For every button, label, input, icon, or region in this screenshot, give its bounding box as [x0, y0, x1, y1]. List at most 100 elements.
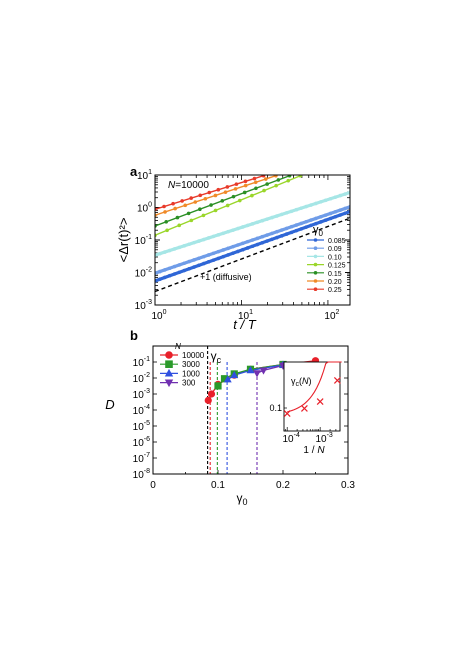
- panel-b-y-label: D: [105, 397, 114, 412]
- series-point-0.09: [255, 236, 260, 241]
- series-point-0.10: [318, 200, 323, 204]
- series-point-0.10: [304, 204, 308, 209]
- series-point-0.085: [211, 258, 216, 262]
- series-point-0.10: [182, 244, 187, 248]
- series-point-0.20: [173, 206, 177, 211]
- series-point-0.09: [299, 221, 304, 226]
- series-point-0.25: [216, 187, 221, 192]
- series-point-0.09: [245, 239, 250, 244]
- series-point-0.09: [338, 208, 343, 212]
- panel-a-annotation: N=10000: [168, 180, 209, 191]
- panel-b-legend-marker-1000: [164, 368, 174, 377]
- panel-b-legend-label-1000: 1000: [182, 369, 200, 378]
- series-point-0.10: [338, 193, 343, 198]
- legend-label-0.10: 0.10: [328, 254, 342, 261]
- series-point-0.10: [279, 212, 284, 217]
- panel-b-legend-label-3000: 3000: [182, 360, 200, 369]
- panel-a-x-label: t / T: [233, 317, 256, 332]
- panel-a-legend-title: γ0: [313, 224, 324, 238]
- panel-b-point-10000: [204, 396, 212, 404]
- series-point-0.15: [231, 194, 236, 199]
- series-point-0.10: [255, 220, 260, 225]
- series-point-0.085: [304, 225, 308, 229]
- series-point-0.10: [343, 192, 347, 196]
- series-point-0.125: [250, 193, 254, 198]
- series-point-0.085: [167, 273, 172, 278]
- series-point-0.09: [270, 231, 274, 236]
- series-point-0.085: [250, 244, 255, 249]
- series-point-0.09: [289, 224, 294, 229]
- series-point-0.085: [275, 235, 279, 240]
- series-point-0.09: [265, 233, 269, 237]
- series-point-0.085: [216, 256, 221, 261]
- series-point-0.20: [263, 177, 268, 181]
- panel-a-y-tick-label: 100: [137, 202, 152, 215]
- panel-b-point-1000: [223, 375, 232, 383]
- panel-a-label: a: [130, 164, 138, 179]
- series-point-0.15: [265, 182, 269, 186]
- series-point-0.085: [328, 216, 333, 221]
- series-point-0.09: [182, 261, 187, 266]
- series-point-0.085: [197, 263, 201, 268]
- panel-a-y-label: <Δr(t)²>: [116, 218, 131, 263]
- series-point-0.085: [323, 218, 328, 223]
- panel-b-point-10000: [207, 390, 216, 398]
- panel-b-point-1000: [246, 366, 255, 374]
- series-point-0.15: [175, 215, 180, 220]
- panel-b-legend-marker-10000: [165, 351, 173, 359]
- series-point-0.15: [254, 186, 258, 191]
- series-point-0.085: [260, 240, 265, 245]
- series-point-0.15: [209, 203, 213, 207]
- series-point-0.25: [225, 185, 230, 189]
- series-point-0.15: [242, 190, 247, 195]
- series-point-0.125: [274, 183, 278, 188]
- panel-b-x-tick-label: 0.2: [276, 480, 290, 491]
- series-point-0.085: [265, 239, 269, 243]
- series-point-0.09: [211, 251, 216, 256]
- series-point-0.085: [177, 270, 182, 275]
- series-point-0.10: [275, 214, 279, 218]
- legend-label-0.125: 0.125: [328, 263, 346, 270]
- series-point-0.085: [299, 227, 304, 231]
- series-point-0.09: [284, 226, 289, 231]
- series-point-0.25: [171, 201, 175, 206]
- panel-b-y-tick-label: 10-4: [133, 404, 150, 417]
- series-point-0.085: [314, 221, 318, 226]
- series-point-0.10: [240, 225, 245, 229]
- series-point-0.20: [233, 187, 238, 191]
- series-point-0.09: [314, 216, 318, 221]
- panel-a-y-tick-label: 10-3: [135, 299, 152, 312]
- panel-a-frame: [154, 174, 351, 306]
- series-point-0.085: [172, 272, 177, 276]
- series-point-0.09: [206, 253, 211, 257]
- series-point-0.125: [298, 175, 303, 178]
- series-point-0.10: [333, 195, 338, 199]
- series-point-0.125: [165, 228, 169, 233]
- legend-marker-0.085: [313, 238, 318, 242]
- series-point-0.10: [162, 250, 167, 254]
- panel-b-x-tick-label: 0.1: [211, 480, 225, 491]
- panel-b-frame: [152, 345, 349, 475]
- series-point-0.085: [255, 242, 260, 247]
- inset-x-tick-label: 10-3: [315, 432, 332, 445]
- series-point-0.085: [338, 213, 343, 217]
- series-point-0.09: [158, 269, 162, 274]
- inset-fit-curve: [287, 361, 342, 413]
- panel-b-x-label: γ0: [237, 491, 248, 507]
- series-point-0.10: [167, 248, 172, 253]
- series-point-0.15: [287, 175, 292, 178]
- series-point-0.125: [237, 198, 242, 203]
- series-point-0.10: [260, 218, 265, 223]
- series-point-0.10: [245, 223, 250, 228]
- series-point-0.10: [328, 196, 333, 201]
- panel-b-plot: 10-8 10-7 10-6 10-5 10-4 10-3 10-2 10-1 0 0.1 0.2 0…: [133, 342, 356, 507]
- series-point-0.10: [289, 209, 294, 214]
- series-point-0.085: [221, 254, 226, 259]
- series-point-0.20: [274, 175, 278, 178]
- series-point-0.20: [253, 180, 258, 185]
- series-point-0.15: [164, 219, 169, 224]
- series-point-0.09: [260, 234, 265, 239]
- series-point-0.125: [177, 223, 182, 228]
- series-point-0.085: [270, 237, 274, 242]
